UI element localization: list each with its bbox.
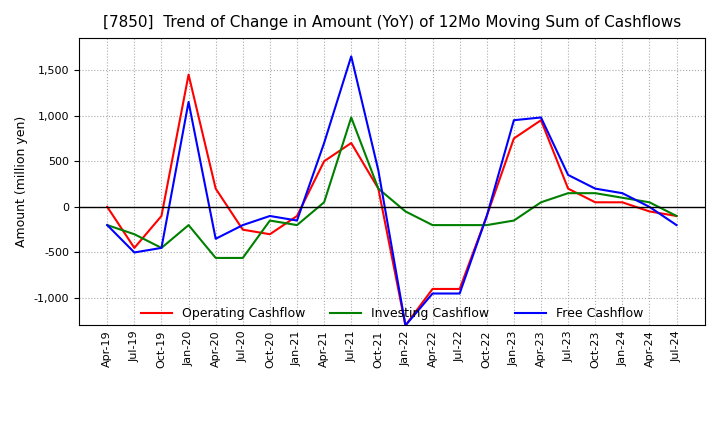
Operating Cashflow <box>482 213 491 219</box>
Free Cashflow <box>130 250 139 255</box>
Line: Operating Cashflow: Operating Cashflow <box>107 75 677 326</box>
Free Cashflow <box>293 218 302 223</box>
Free Cashflow <box>157 245 166 250</box>
Investing Cashflow <box>672 213 681 219</box>
Title: [7850]  Trend of Change in Amount (YoY) of 12Mo Moving Sum of Cashflows: [7850] Trend of Change in Amount (YoY) o… <box>103 15 681 30</box>
Line: Investing Cashflow: Investing Cashflow <box>107 117 677 258</box>
Free Cashflow <box>672 223 681 228</box>
Free Cashflow <box>591 186 600 191</box>
Investing Cashflow <box>591 191 600 196</box>
Operating Cashflow <box>157 213 166 219</box>
Investing Cashflow <box>428 223 437 228</box>
Investing Cashflow <box>212 255 220 260</box>
Operating Cashflow <box>536 117 545 123</box>
Investing Cashflow <box>157 245 166 250</box>
Operating Cashflow <box>103 204 112 209</box>
Legend: Operating Cashflow, Investing Cashflow, Free Cashflow: Operating Cashflow, Investing Cashflow, … <box>135 302 648 325</box>
Operating Cashflow <box>130 245 139 250</box>
Operating Cashflow <box>510 136 518 141</box>
Line: Free Cashflow: Free Cashflow <box>107 56 677 326</box>
Free Cashflow <box>374 168 382 173</box>
Investing Cashflow <box>645 200 654 205</box>
Y-axis label: Amount (million yen): Amount (million yen) <box>15 116 28 247</box>
Free Cashflow <box>238 223 247 228</box>
Operating Cashflow <box>266 231 274 237</box>
Operating Cashflow <box>238 227 247 232</box>
Investing Cashflow <box>510 218 518 223</box>
Investing Cashflow <box>347 115 356 120</box>
Operating Cashflow <box>428 286 437 292</box>
Operating Cashflow <box>212 186 220 191</box>
Investing Cashflow <box>374 186 382 191</box>
Investing Cashflow <box>320 200 328 205</box>
Operating Cashflow <box>184 72 193 77</box>
Operating Cashflow <box>645 209 654 214</box>
Free Cashflow <box>428 291 437 296</box>
Investing Cashflow <box>238 255 247 260</box>
Investing Cashflow <box>266 218 274 223</box>
Free Cashflow <box>564 172 572 178</box>
Investing Cashflow <box>184 223 193 228</box>
Investing Cashflow <box>455 223 464 228</box>
Free Cashflow <box>618 191 626 196</box>
Investing Cashflow <box>130 231 139 237</box>
Operating Cashflow <box>293 213 302 219</box>
Free Cashflow <box>482 213 491 219</box>
Free Cashflow <box>347 54 356 59</box>
Investing Cashflow <box>536 200 545 205</box>
Operating Cashflow <box>618 200 626 205</box>
Free Cashflow <box>401 323 410 328</box>
Operating Cashflow <box>347 140 356 146</box>
Investing Cashflow <box>103 223 112 228</box>
Investing Cashflow <box>293 223 302 228</box>
Free Cashflow <box>212 236 220 242</box>
Free Cashflow <box>645 204 654 209</box>
Operating Cashflow <box>672 213 681 219</box>
Operating Cashflow <box>401 323 410 328</box>
Operating Cashflow <box>591 200 600 205</box>
Free Cashflow <box>536 115 545 120</box>
Free Cashflow <box>455 291 464 296</box>
Operating Cashflow <box>374 186 382 191</box>
Investing Cashflow <box>564 191 572 196</box>
Free Cashflow <box>266 213 274 219</box>
Free Cashflow <box>103 223 112 228</box>
Free Cashflow <box>184 99 193 105</box>
Operating Cashflow <box>564 186 572 191</box>
Free Cashflow <box>320 140 328 146</box>
Free Cashflow <box>510 117 518 123</box>
Investing Cashflow <box>401 209 410 214</box>
Operating Cashflow <box>320 158 328 164</box>
Investing Cashflow <box>618 195 626 200</box>
Operating Cashflow <box>455 286 464 292</box>
Investing Cashflow <box>482 223 491 228</box>
